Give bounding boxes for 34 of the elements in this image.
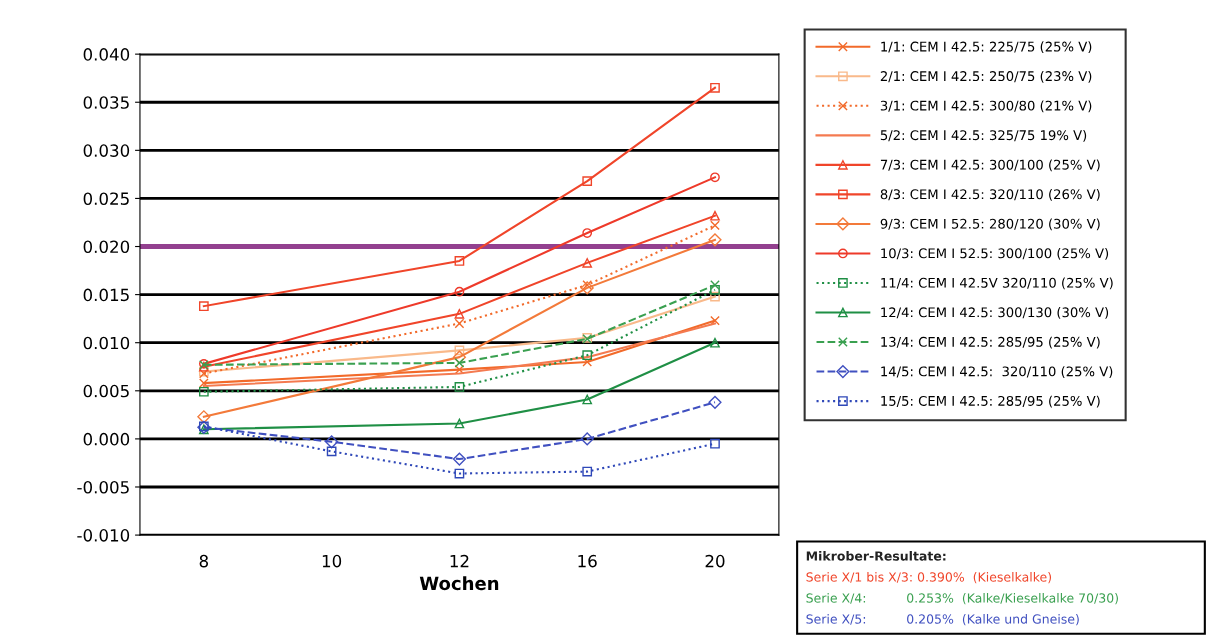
x-axis-title: Wochen (419, 576, 499, 591)
legend-label: 14/5: CEM I 42.5: 320/110 (25% V) (881, 366, 1113, 378)
legend-label: 11/4: CEM I 42.5V 320/110 (25% V) (881, 277, 1113, 290)
legend-label: 15/5: CEM I 42.5: 285/95 (25% V) (881, 395, 1100, 408)
legend-label: 3/1: CEM I 42.5: 300/80 (21% V) (880, 100, 1092, 113)
y-tick-label: 0.030 (83, 144, 130, 157)
y-tick-label: 0.025 (83, 192, 129, 205)
legend-label: 9/3: CEM I 52.5: 280/120 (30% V) (880, 218, 1100, 231)
x-tick-label: 12 (450, 554, 469, 568)
text: Serie X/4: 0.253% (Kalke/Kieselkalke 70/30) (806, 593, 1118, 605)
legend-label: 13/4: CEM I 42.5: 285/95 (25% V) (881, 336, 1100, 349)
x-tick-label: 10 (322, 554, 342, 568)
y-tick-label: 0.035 (83, 96, 129, 109)
legend-label: 2/1: CEM I 42.5: 250/75 (23% V) (880, 70, 1092, 83)
x-tick-label: 16 (578, 554, 597, 568)
text: Mikrober-Resultate: (806, 551, 946, 561)
y-tick-label: 0.000 (83, 432, 130, 446)
y-tick-label: 0.010 (83, 336, 130, 350)
legend-label: 7/3: CEM I 42.5: 300/100 (25% V) (880, 159, 1100, 172)
text: Serie X/1 bis X/3: 0.390% (Kieselkalke) (806, 572, 1052, 584)
legend-label: 12/4: CEM I 42.5: 300/130 (30% V) (881, 307, 1109, 319)
y-tick-label: -0.005 (77, 480, 129, 494)
x-tick-label: 8 (199, 554, 209, 568)
legend-label: 1/1: CEM I 42.5: 225/75 (25% V) (881, 41, 1092, 54)
legend-label: 10/3: CEM I 52.5: 300/100 (25% V) (881, 248, 1109, 260)
legend-label: 8/3: CEM I 42.5: 320/110 (26% V) (880, 189, 1100, 201)
x-tick-label: 20 (705, 554, 725, 568)
y-tick-label: 0.015 (83, 288, 129, 302)
y-tick-label: 0.005 (83, 384, 129, 398)
y-tick-label: -0.010 (77, 529, 130, 542)
legend-label: 5/2: CEM I 42.5: 325/75 19% V) (880, 129, 1087, 142)
y-tick-label: 0.020 (83, 240, 130, 254)
text: Serie X/5: 0.205% (Kalke und Gneise) (806, 614, 1079, 626)
y-tick-label: 0.040 (83, 48, 130, 61)
